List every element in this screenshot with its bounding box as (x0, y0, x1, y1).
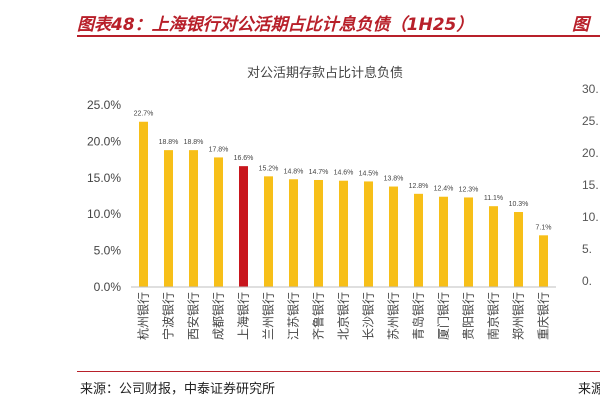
bar (364, 181, 373, 287)
x-tick-label: 青岛银行 (411, 292, 426, 340)
bar (139, 121, 148, 287)
right-tick-fragment: 25. (582, 114, 599, 128)
right-tick-fragment: 20. (582, 146, 599, 160)
bar-value-label: 14.7% (309, 169, 329, 176)
x-tick-label: 厦门银行 (436, 292, 451, 340)
bar (189, 150, 198, 287)
bar-value-label: 14.5% (359, 170, 379, 177)
bar-value-label: 18.8% (184, 139, 204, 146)
y-tick-label: 10.0% (87, 207, 121, 221)
x-tick-label: 西安银行 (186, 292, 201, 340)
figure-title: 图表48：上海银行对公活期占比计息负债（1H25） (77, 15, 474, 35)
source-rule (77, 371, 600, 372)
x-tick-label: 杭州银行 (136, 292, 151, 340)
bar-value-label: 12.3% (459, 186, 479, 193)
bar (289, 179, 298, 287)
x-tick-label: 长沙银行 (362, 292, 376, 340)
bar-value-label: 7.1% (536, 224, 552, 231)
right-tick-fragment: 5. (582, 242, 593, 256)
chart-title: 对公活期存款占比计息负债 (247, 65, 403, 81)
x-tick-label: 上海银行 (236, 292, 251, 340)
bar-value-label: 10.3% (509, 201, 529, 208)
bar (464, 197, 473, 287)
bar (214, 157, 223, 287)
bar (264, 176, 273, 287)
x-tick-label: 苏州银行 (387, 292, 401, 340)
y-tick-label: 15.0% (87, 171, 121, 185)
y-axis: 0.0% 5.0% 10.0% 15.0% 20.0% 25.0% (87, 98, 121, 294)
bar-value-label: 18.8% (159, 139, 179, 146)
bar-value-label: 12.4% (434, 186, 454, 193)
bar (314, 179, 323, 287)
x-tick-label: 成都银行 (212, 292, 226, 340)
bar-value-label: 14.6% (334, 170, 354, 177)
x-tick-label: 宁波银行 (161, 292, 176, 340)
x-tick-label: 江苏银行 (287, 292, 301, 340)
y-tick-label: 20.0% (87, 134, 121, 148)
bar-series: 22.7% 18.8% 18.8% 17.8% 16.6% 15.2% 14.8% 14.7%… (134, 111, 552, 287)
right-tick-fragment: 10. (582, 210, 599, 224)
right-tick-fragment: 0. (582, 274, 593, 288)
bar-value-label: 14.8% (284, 168, 304, 175)
figure-title-fragment: 图 (572, 15, 589, 35)
y-tick-label: 5.0% (94, 244, 122, 258)
bar (389, 186, 398, 287)
bar-value-label: 11.1% (484, 195, 503, 202)
x-tick-label: 南京银行 (486, 292, 501, 340)
y-tick-label: 0.0% (94, 280, 122, 294)
bar (539, 235, 548, 287)
bar-value-label: 13.8% (384, 176, 404, 183)
x-tick-label: 北京银行 (337, 292, 351, 340)
bar-value-label: 17.8% (209, 146, 229, 153)
x-axis: 杭州银行 宁波银行 西安银行 成都银行 上海银行 兰州银行 江苏银行 齐鲁银行 北京银行 长沙银行… (131, 286, 556, 340)
bar-value-label: 12.8% (409, 183, 429, 190)
bar (339, 180, 348, 287)
bar (514, 212, 523, 287)
bar-value-label: 16.6% (234, 155, 254, 162)
source-note: 来源：公司财报，中泰证券研究所 (80, 382, 276, 397)
x-tick-label: 兰州银行 (262, 292, 276, 340)
right-tick-fragment: 15. (582, 178, 599, 192)
right-tick-fragment: 30. (582, 82, 599, 96)
x-tick-label: 郑州银行 (511, 292, 526, 340)
x-tick-label: 重庆银行 (537, 292, 551, 340)
bar (414, 193, 423, 287)
source-note-fragment: 来源 (578, 382, 600, 397)
y-tick-label: 25.0% (87, 98, 121, 112)
bar (239, 166, 248, 287)
bar (489, 206, 498, 287)
x-tick-label: 齐鲁银行 (311, 292, 326, 340)
title-rule (77, 35, 600, 37)
bar (439, 196, 448, 287)
bar-value-label: 15.2% (259, 165, 279, 172)
bar-value-label: 22.7% (134, 111, 154, 118)
x-tick-label: 贵阳银行 (462, 292, 476, 340)
bar (164, 150, 173, 287)
